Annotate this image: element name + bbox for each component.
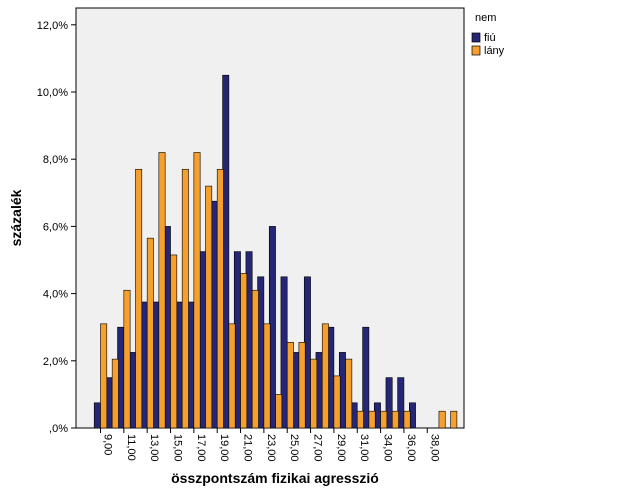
- bar-lany-21,00: [240, 273, 248, 429]
- bar-lany-33,00: [380, 410, 388, 429]
- bar-lany-19,00: [216, 168, 224, 429]
- y-tick-label: 2,0%: [43, 356, 68, 368]
- y-tick-label: 6,0%: [43, 221, 68, 233]
- bar-lany-39,00: [450, 410, 458, 429]
- y-axis-title: százalék: [8, 189, 24, 246]
- x-tick-label: 17,00: [195, 434, 207, 462]
- bar-lany-27,00: [310, 358, 318, 429]
- legend-label-lany: lány: [484, 45, 505, 57]
- x-tick-label: 11,00: [125, 434, 137, 461]
- x-tick-label: 36,00: [405, 434, 417, 462]
- bar-lany-20,00: [228, 323, 236, 429]
- bar-lany-29,00: [333, 375, 341, 429]
- y-tick-label: 12,0%: [37, 20, 68, 32]
- x-tick-label: 9,00: [102, 434, 114, 455]
- x-tick-label: 15,00: [172, 434, 184, 462]
- bar-lany-23,00: [263, 323, 271, 429]
- y-tick-label: ,0%: [49, 423, 68, 435]
- x-tick-label: 34,00: [382, 434, 394, 462]
- x-tick-label: 23,00: [265, 434, 277, 462]
- x-tick-label: 25,00: [288, 434, 300, 462]
- bar-lany-15,00: [170, 254, 178, 429]
- legend-title: nem: [475, 12, 496, 24]
- bar-lany-35,00: [403, 410, 411, 429]
- y-tick-label: 4,0%: [43, 289, 68, 301]
- y-axis: ,0% 2,0% 4,0% 6,0% 8,0% 10,0% 12,0%: [37, 20, 76, 435]
- bar-lany-26,00: [298, 342, 306, 429]
- bar-fiu-34,00: [385, 377, 393, 429]
- bar-lany-30,00: [345, 358, 353, 429]
- x-axis-title: összpontszám fizikai agresszió: [171, 470, 379, 486]
- bar-fiu-35,00: [397, 377, 405, 429]
- x-tick-label: 19,00: [218, 434, 230, 462]
- y-tick-label: 8,0%: [43, 154, 68, 166]
- legend-swatch-fiu: [471, 32, 481, 43]
- bar-lany-11,00: [123, 289, 131, 429]
- legend: nem fiú lány: [471, 12, 505, 57]
- bar-lany-16,00: [181, 168, 189, 429]
- y-tick-label: 10,0%: [37, 87, 68, 99]
- bar-lany-17,00: [193, 152, 201, 429]
- x-tick-label: 31,00: [358, 434, 370, 462]
- bar-fiu-9,00: [93, 402, 101, 429]
- x-tick-label: 21,00: [242, 434, 254, 462]
- bar-fiu-32,00: [362, 326, 370, 429]
- x-tick-label: 27,00: [312, 434, 324, 462]
- x-tick-label: 29,00: [335, 434, 347, 462]
- bar-lany-14,00: [158, 152, 166, 429]
- bar-lany-9,00: [100, 323, 108, 429]
- bar-lany-10,00: [111, 358, 119, 429]
- bar-lany-28,00: [321, 323, 329, 429]
- legend-label-fiu: fiú: [484, 32, 496, 44]
- bar-lany-24,00: [275, 394, 283, 429]
- bar-lany-32,00: [368, 410, 376, 429]
- bar-lany-38,00: [438, 410, 446, 429]
- bar-lany-18,00: [205, 185, 213, 429]
- x-tick-label: 13,00: [148, 434, 160, 462]
- bar-lany-34,00: [391, 410, 399, 429]
- x-axis: 9,00 11,00 13,00 15,00 17,00 19,00 21,00 23,00 2…: [100, 428, 440, 462]
- bar-lany-13,00: [146, 237, 154, 429]
- bar-lany-22,00: [251, 289, 259, 429]
- bars-group: [93, 74, 458, 429]
- bar-lany-25,00: [286, 342, 294, 429]
- bar-lany-31,00: [356, 410, 364, 429]
- legend-swatch-lany: [471, 45, 481, 56]
- x-tick-label: 38,00: [428, 434, 440, 462]
- bar-lany-12,00: [135, 168, 143, 429]
